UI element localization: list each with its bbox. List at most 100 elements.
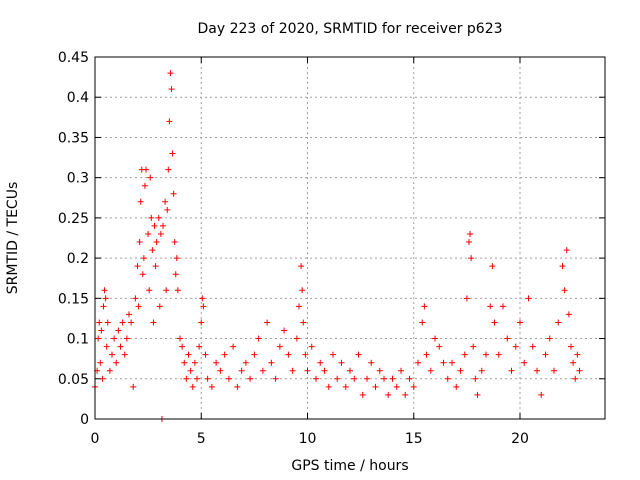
- data-point: [166, 118, 173, 125]
- data-point: [115, 327, 122, 334]
- data-point: [572, 375, 579, 382]
- data-point: [217, 367, 224, 374]
- data-point: [313, 375, 319, 382]
- y-tick-label: 0.15: [58, 291, 89, 307]
- data-point: [183, 375, 190, 382]
- data-point: [255, 335, 262, 342]
- data-point: [126, 311, 132, 318]
- data-point: [300, 319, 307, 326]
- data-point: [194, 375, 200, 382]
- data-point: [100, 303, 107, 310]
- data-point: [410, 383, 417, 390]
- data-point: [121, 351, 128, 358]
- data-point: [170, 190, 177, 197]
- grid-lines: [95, 57, 605, 419]
- data-point: [199, 295, 206, 302]
- x-tick-label: 15: [405, 431, 423, 447]
- data-point: [542, 351, 549, 358]
- data-point: [423, 351, 430, 358]
- data-point: [487, 303, 494, 310]
- data-point: [128, 319, 135, 326]
- y-axis-label: SRMTID / TECUs: [5, 182, 21, 295]
- data-point: [171, 239, 178, 246]
- data-point: [468, 255, 475, 262]
- data-point: [264, 319, 271, 326]
- data-point: [474, 391, 481, 398]
- data-point: [491, 319, 498, 326]
- data-point: [98, 327, 105, 334]
- data-point: [512, 343, 519, 350]
- data-point: [525, 295, 532, 302]
- data-point: [145, 230, 152, 237]
- data-point: [259, 367, 266, 374]
- data-point: [449, 359, 455, 366]
- data-point: [148, 214, 155, 221]
- data-point: [330, 351, 336, 358]
- data-point: [293, 335, 300, 342]
- data-point: [368, 359, 375, 366]
- data-point: [334, 375, 341, 382]
- data-point: [546, 335, 553, 342]
- data-point: [529, 343, 536, 350]
- data-point: [463, 295, 470, 302]
- y-tick-label: 0.4: [67, 90, 89, 106]
- data-point: [153, 239, 160, 246]
- data-point: [181, 359, 188, 366]
- data-point: [325, 383, 332, 390]
- data-point: [299, 287, 306, 294]
- data-point: [155, 214, 162, 221]
- data-point: [149, 247, 156, 254]
- data-point: [551, 367, 557, 374]
- data-point: [359, 391, 366, 398]
- data-point: [517, 319, 523, 326]
- data-point: [302, 351, 309, 358]
- y-tick-label: 0.35: [58, 130, 89, 146]
- data-point: [534, 367, 540, 374]
- data-point: [202, 351, 209, 358]
- data-point: [398, 367, 404, 374]
- data-point: [461, 351, 468, 358]
- data-point: [99, 375, 106, 382]
- data-point: [146, 287, 153, 294]
- data-point: [268, 359, 275, 366]
- x-tick-label: 5: [197, 431, 206, 447]
- data-point: [208, 383, 215, 390]
- data-point: [436, 343, 443, 350]
- data-point: [432, 335, 438, 342]
- data-point: [104, 319, 111, 326]
- data-point: [504, 335, 511, 342]
- x-tick-label: 0: [91, 431, 100, 447]
- data-point: [221, 351, 228, 358]
- data-point: [406, 375, 413, 382]
- data-point: [137, 198, 144, 205]
- data-point: [167, 70, 174, 77]
- data-point: [351, 375, 358, 382]
- data-point: [289, 367, 296, 374]
- y-tick-label: 0.45: [58, 50, 89, 66]
- data-point: [489, 263, 496, 270]
- data-point: [466, 239, 472, 246]
- data-point: [276, 343, 283, 350]
- data-point: [495, 351, 502, 358]
- data-point: [102, 295, 109, 302]
- plot-frame: [94, 56, 606, 420]
- y-tick-label: 0: [80, 412, 89, 428]
- data-point: [457, 367, 464, 374]
- data-point: [165, 166, 172, 173]
- data-point: [185, 351, 192, 358]
- data-point: [113, 359, 120, 366]
- data-point: [472, 375, 479, 382]
- data-point: [559, 263, 566, 270]
- data-point: [156, 303, 163, 310]
- data-point: [576, 367, 583, 374]
- data-point: [563, 247, 570, 254]
- data-point: [440, 359, 447, 366]
- data-point: [213, 359, 220, 366]
- data-point: [189, 383, 196, 390]
- data-point: [150, 319, 157, 326]
- data-point: [421, 303, 428, 310]
- data-point: [225, 375, 232, 382]
- data-point: [247, 375, 254, 382]
- data-point: [101, 287, 108, 294]
- data-point: [304, 367, 311, 374]
